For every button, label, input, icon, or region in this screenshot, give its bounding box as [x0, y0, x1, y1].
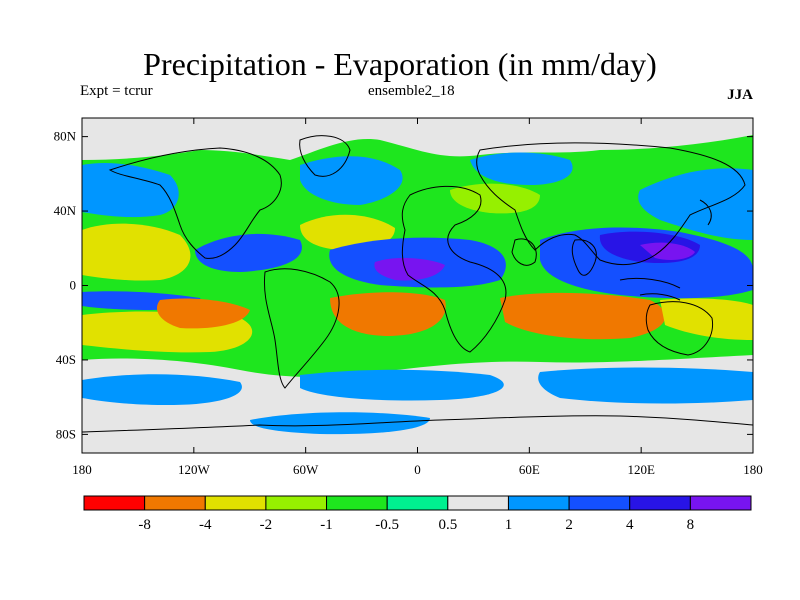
south-atlantic-orange [330, 292, 446, 336]
north-america-coast [108, 147, 282, 259]
ensemble-label: ensemble2_18 [368, 83, 455, 99]
south-indian-orange [500, 292, 666, 340]
japan-coast [699, 199, 712, 226]
field-layer [82, 118, 753, 453]
australia-coast [645, 301, 714, 356]
asia-coast [476, 142, 746, 266]
west-africa-violet [374, 258, 445, 281]
ne-pacific-yellow [82, 223, 191, 281]
lon-tick-label: 120W [178, 462, 211, 477]
colorbar-swatch [144, 495, 206, 511]
colorbar-label: 4 [626, 517, 634, 533]
colorbar-swatch [265, 495, 328, 511]
central-america-blue [195, 233, 302, 272]
s-atlantic-storm-blue [300, 369, 504, 401]
nw-pacific-blue [638, 168, 753, 240]
antarctica-coast [82, 415, 753, 433]
greenland-coast [299, 135, 351, 177]
colorbar-swatch [629, 495, 691, 511]
s-pacific-storm-blue [82, 374, 242, 405]
latitude-axis: 80N 40N 0 40S 80S [54, 129, 753, 441]
south-america-coast [263, 268, 340, 389]
north-pacific-blue [82, 163, 179, 218]
colorbar-swatch [204, 495, 267, 511]
lon-tick-label: 180 [743, 462, 763, 477]
siberia-blue [470, 152, 573, 185]
se-pacific-orange [156, 298, 250, 329]
colorbar-swatch [386, 495, 449, 511]
indonesia-coast [619, 277, 681, 301]
colorbar-swatch [447, 495, 509, 511]
arctic-grey-region [82, 118, 753, 160]
map-title: Precipitation - Evaporation (in mm/day) [143, 46, 657, 82]
colorbar-label: 2 [565, 517, 573, 533]
lat-tick-label: 80N [54, 129, 77, 144]
colorbar-label: 8 [687, 517, 695, 533]
sw-pacific-yellow [660, 298, 753, 340]
colorbar-label: -0.5 [375, 517, 399, 533]
colorbar-swatch [689, 495, 752, 511]
north-atlantic-blue [300, 156, 403, 205]
europe-africa-coast [401, 185, 507, 353]
lon-tick-label: 0 [414, 462, 421, 477]
arabia-coast [511, 238, 537, 266]
colorbar-label: -4 [199, 517, 212, 533]
antarctic-coast-blue [250, 412, 430, 435]
lat-tick-label: 80S [56, 426, 76, 441]
india-coast [571, 239, 597, 276]
colorbar-swatch [568, 495, 631, 511]
colorbar-swatch [83, 495, 146, 511]
colorbar-label: 0.5 [438, 517, 457, 533]
colorbar-label: 1 [505, 517, 513, 533]
longitude-axis: 180 120W 60W 0 60E 120E 180 [72, 118, 763, 477]
lon-tick-label: 120E [627, 462, 655, 477]
lat-tick-label: 0 [70, 278, 77, 293]
colorbar-label: -1 [320, 517, 333, 533]
lat-tick-label: 40N [54, 203, 77, 218]
coastlines [82, 135, 753, 433]
colorbar-label: -2 [260, 517, 273, 533]
experiment-label: Expt = tcrur [80, 83, 153, 99]
colorbar-swatch [326, 495, 388, 511]
lon-tick-label: 60W [293, 462, 319, 477]
lon-tick-label: 60E [519, 462, 540, 477]
lat-tick-label: 40S [56, 352, 76, 367]
colorbar: -8 -4 -2 -1 -0.5 0.5 1 2 4 8 [83, 495, 752, 533]
s-indian-storm-blue [538, 367, 753, 404]
lon-tick-label: 180 [72, 462, 92, 477]
colorbar-swatch [507, 495, 570, 511]
colorbar-label: -8 [138, 517, 151, 533]
season-label: JJA [727, 87, 753, 103]
